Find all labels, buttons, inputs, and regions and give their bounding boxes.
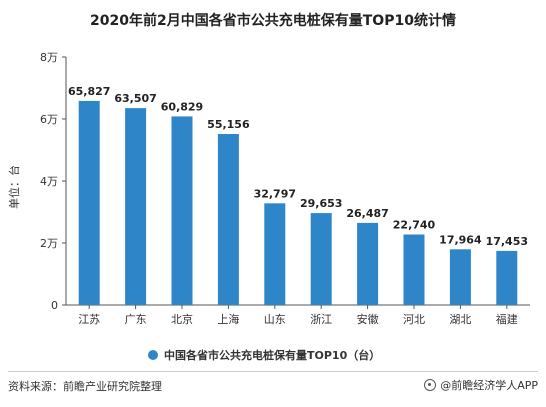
y-tick-label: 4万: [40, 175, 58, 188]
bars: [78, 100, 518, 306]
bar: [403, 234, 425, 305]
brand-credit: @前瞻经济学人APP: [424, 377, 538, 393]
bar-value-label: 29,653: [300, 197, 342, 210]
footer-divider: [8, 371, 538, 372]
bar-value-label: 55,156: [207, 118, 250, 131]
legend-marker: [148, 350, 158, 360]
x-tick-label: 北京: [171, 312, 193, 326]
bar: [217, 134, 239, 305]
bar-value-label: 32,797: [254, 187, 296, 200]
bar: [125, 108, 147, 306]
bar: [496, 250, 518, 305]
y-tick-label: 6万: [40, 113, 58, 126]
bar-value-label: 17,964: [439, 233, 482, 246]
bar-value-label: 22,740: [393, 219, 436, 232]
x-tick-label: 江苏: [78, 313, 100, 326]
bar-value-labels: 65,827 63,507 60,829 55,156 32,797 29,653 26,4…: [68, 85, 528, 248]
y-tick-label: 2万: [40, 237, 58, 250]
bar-value-label: 17,453: [486, 235, 528, 248]
x-tick-label: 福建: [496, 312, 518, 326]
x-tick-label: 浙江: [310, 313, 332, 326]
x-tick-label: 湖北: [449, 313, 471, 326]
chart-title: 2020年前2月中国各省市公共充电桩保有量TOP10统计情: [90, 13, 456, 29]
bar: [78, 100, 100, 305]
source-note: 资料来源：前瞻产业研究院整理: [8, 380, 162, 393]
x-tick-label: 河北: [403, 313, 425, 326]
legend: 中国各省市公共充电桩保有量TOP10（台）: [148, 347, 380, 363]
bar-value-label: 60,829: [161, 100, 203, 113]
y-axis-title: 单位：台: [7, 165, 21, 209]
bar-value-label: 65,827: [68, 85, 110, 98]
brand-text: @前瞻经济学人APP: [440, 379, 538, 392]
legend-label: 中国各省市公共充电桩保有量TOP10（台）: [164, 349, 381, 362]
x-tick-label: 安徽: [357, 312, 379, 326]
brand-logo-icon: [424, 379, 437, 391]
x-tick-label: 广东: [125, 313, 147, 326]
bar: [357, 222, 379, 305]
bar: [264, 203, 286, 305]
bar: [310, 213, 332, 305]
bar: [171, 116, 193, 305]
y-tick-label: 0: [51, 299, 58, 312]
bar-value-label: 26,487: [346, 207, 388, 220]
y-tick-label: 8万: [40, 51, 58, 64]
bar-value-label: 63,507: [114, 92, 156, 105]
x-tick-label: 上海: [217, 312, 239, 326]
x-tick-labels: 江苏 广东 北京 上海 山东 浙江 安徽 河北 湖北 福建: [78, 305, 518, 326]
bar: [449, 249, 471, 305]
x-tick-label: 山东: [264, 313, 286, 326]
